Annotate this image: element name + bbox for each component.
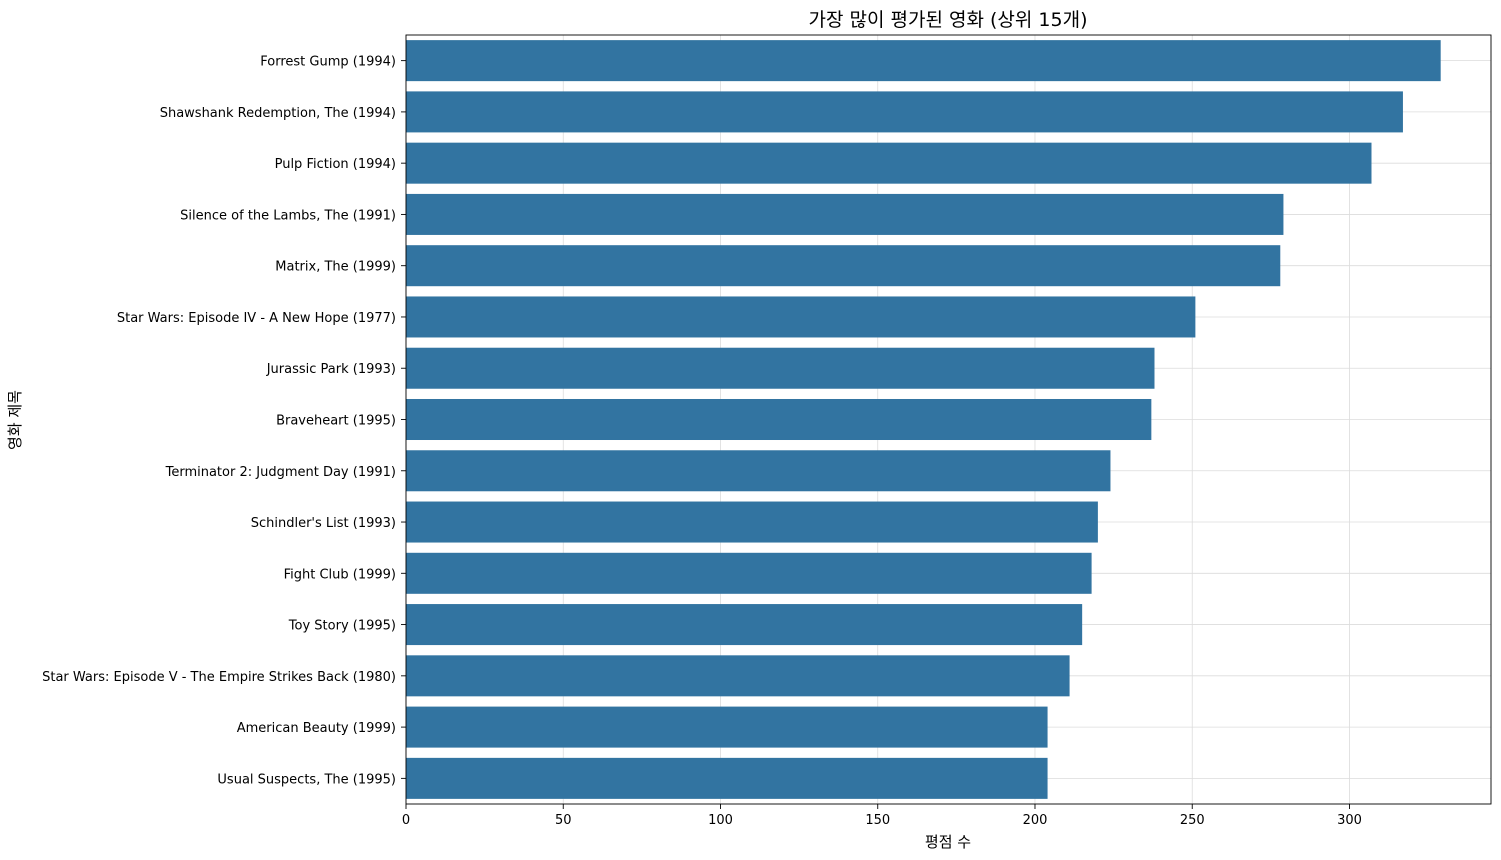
x-tick-label: 200 [1023,813,1048,828]
x-tick-label: 250 [1180,813,1205,828]
category-label: Matrix, The (1999) [275,260,396,275]
bar [406,398,1152,441]
x-axis-ticks: 0 50 100 150 200 250 300 [402,804,1362,828]
category-label: Shawshank Redemption, The (1994) [160,106,396,121]
x-tick-label: 150 [865,813,890,828]
category-label: American Beauty (1999) [237,721,396,736]
category-label: Usual Suspects, The (1995) [217,772,396,787]
y-axis-label: 영화 제목 [6,390,24,450]
bar [406,245,1281,287]
bar [406,757,1048,799]
bar [406,193,1284,235]
x-tick-label: 300 [1337,813,1362,828]
bar [406,142,1372,184]
category-label: Toy Story (1995) [288,619,396,634]
category-label: Jurassic Park (1993) [266,362,396,377]
category-label: Terminator 2: Judgment Day (1991) [165,465,396,480]
bar [406,501,1098,543]
category-label: Forrest Gump (1994) [260,55,396,70]
bar [406,40,1441,82]
bar [406,655,1070,697]
y-axis-ticks: Forrest Gump (1994) Shawshank Redemption,… [42,55,406,787]
chart-title: 가장 많이 평가된 영화 (상위 15개) [809,9,1088,31]
bar [406,347,1155,389]
bar [406,706,1048,748]
category-label: Star Wars: Episode V - The Empire Strike… [42,670,396,685]
bar [406,296,1196,338]
bar [406,604,1083,646]
bar [406,552,1092,594]
x-tick-label: 50 [555,813,572,828]
category-label: Pulp Fiction (1994) [275,157,396,172]
x-tick-label: 100 [708,813,733,828]
category-label: Silence of the Lambs, The (1991) [180,208,396,223]
category-label: Braveheart (1995) [276,414,396,429]
category-label: Schindler's List (1993) [251,516,396,531]
x-axis-label: 평점 수 [925,833,971,851]
bar [406,450,1111,492]
bar [406,91,1403,133]
bars [406,40,1441,799]
category-label: Fight Club (1999) [284,567,396,582]
category-label: Star Wars: Episode IV - A New Hope (1977… [117,311,396,326]
x-tick-label: 0 [402,813,410,828]
